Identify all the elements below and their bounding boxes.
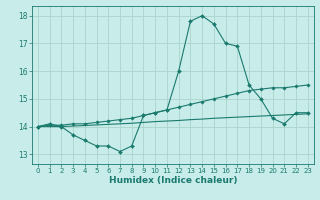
X-axis label: Humidex (Indice chaleur): Humidex (Indice chaleur) (108, 176, 237, 185)
